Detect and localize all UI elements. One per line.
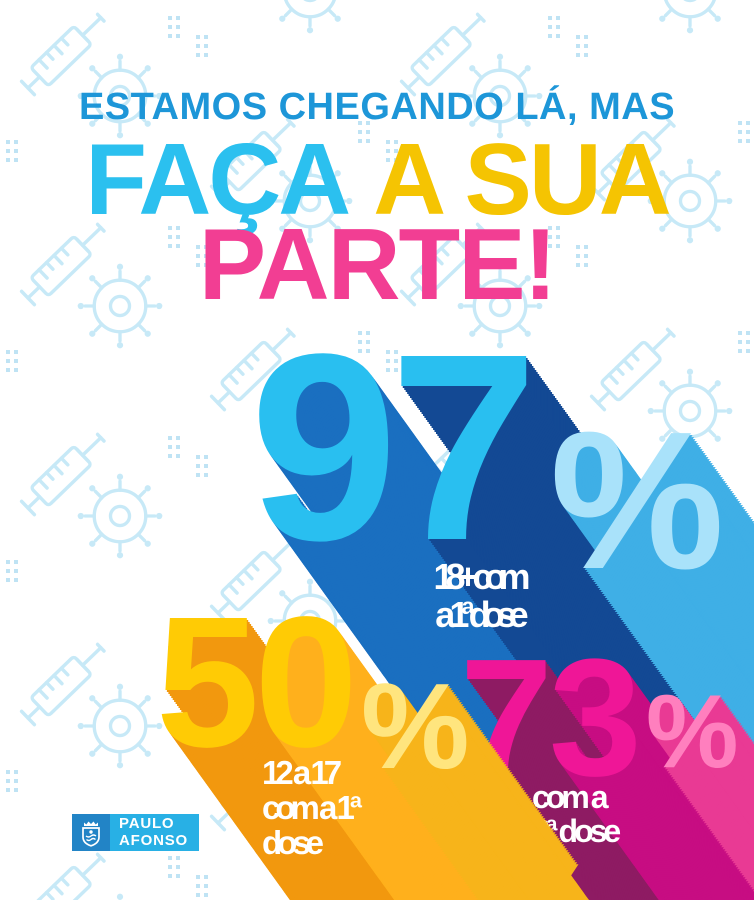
stat-50-label-line3: dose [262,823,324,861]
stat-50-label-line1: 12 a 17 [262,754,342,791]
stat-50-first-dose-12-17: 50 % 12 a 17 com a 1ª dose [156,579,469,860]
stat-97-label: 18+ com a 1ª dose [378,558,578,634]
headline-word-faca: FAÇA [85,124,351,236]
stat-97-label-line2: a 1ª dose [435,593,528,635]
stat-97-first-dose-18plus: 97 % 18+ com a 1ª dose [250,299,724,634]
stat-73-second-dose: 73 % com a 2ª dose [460,625,738,848]
stat-73-digit-1: 7 [460,625,553,811]
city-name-line2: AFONSO [119,831,188,849]
stat-73-label-line1: com a [532,779,608,815]
stat-50-label: 12 a 17 com a 1ª dose [262,754,362,861]
headline-word-a-sua: A SUA [373,124,671,236]
city-logo-text: PAULO AFONSO [110,814,199,851]
stat-97-digit-1: 9 [250,299,398,596]
stat-50-digit-1: 5 [156,579,259,786]
stat-50-percent-sign: % [361,658,470,794]
stat-97-digit-2: 7 [389,299,538,596]
city-logo-badge: PAULO AFONSO [72,814,199,851]
coat-of-arms-icon [72,814,110,851]
headline-line1: ESTAMOS CHEGANDO LÁ, MAS [78,86,676,128]
headline-line2: FAÇA A SUA [0,130,754,231]
stat-73-percent-sign: % [646,674,739,790]
stat-50-label-line2: com a 1ª [262,788,362,826]
stat-73-label: com a 2ª dose [532,779,621,849]
headline-line3: PARTE! [198,209,557,321]
stat-50-digit-2: 0 [254,579,357,786]
stat-97-percent-sign: % [550,391,725,610]
stat-73-digit-2: 3 [548,625,642,811]
stat-73-label-line2: 2ª dose [532,812,621,849]
city-name-line1: PAULO [119,815,175,833]
stat-97-label-line1: 18+ com [433,556,530,597]
